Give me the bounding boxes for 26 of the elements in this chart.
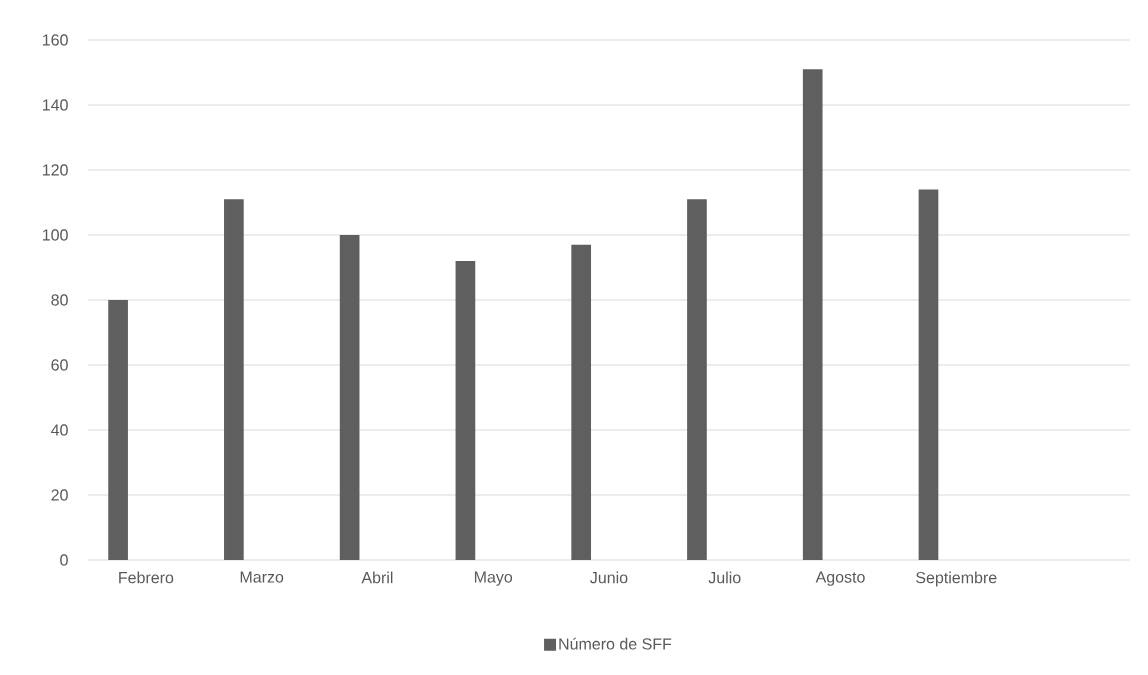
bar [224,199,244,560]
y-tick-label: 80 [51,294,68,306]
y-tick-label: 120 [43,164,68,176]
x-tick-label: Febrero [119,571,174,584]
y-tick-label: 60 [51,359,68,371]
x-tick-label: Septiembre [916,571,997,587]
x-tick-label: Junio [590,571,628,584]
y-tick-label: 140 [43,99,68,111]
y-tick-label: 0 [60,554,68,566]
x-tick-label: Agosto [815,571,865,586]
x-tick-label: Mayo [474,571,513,586]
bar [455,261,476,560]
bar [918,189,939,560]
bar [339,235,360,560]
bar [571,244,592,560]
bar [108,300,128,560]
legend-label: Número de SFF [559,637,672,650]
x-tick-label: Marzo [240,571,284,583]
bar [687,199,707,560]
y-tick-label: 20 [51,489,68,501]
bar [802,69,823,560]
y-tick-label: 160 [43,34,68,46]
y-tick-label: 40 [51,424,68,436]
y-tick-label: 100 [43,229,68,241]
x-tick-label: Abril [361,571,393,584]
x-tick-label: Julio [708,571,741,584]
